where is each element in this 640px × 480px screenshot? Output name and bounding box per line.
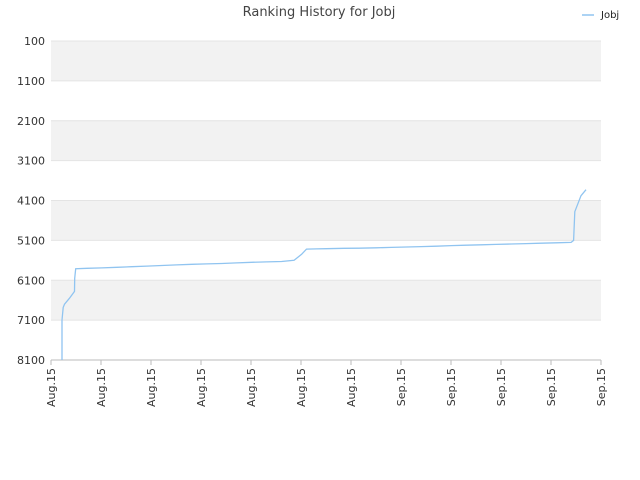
x-tick-label: Aug.15	[245, 368, 258, 407]
x-tick-label: Aug.15	[195, 368, 208, 407]
series-layer	[61, 189, 587, 360]
grid-band	[51, 280, 601, 321]
legend: Jobj	[582, 10, 619, 21]
grid-band	[51, 41, 601, 81]
grid-band	[51, 80, 601, 121]
x-tick-label: Aug.15	[45, 368, 58, 407]
y-tick-label: 6100	[17, 274, 45, 287]
grid-band	[51, 200, 601, 241]
legend-label: Jobj	[600, 10, 619, 21]
grid-bands	[51, 40, 601, 361]
x-tick-label: Sep.15	[595, 368, 608, 406]
y-tick-label: 4100	[17, 195, 45, 208]
grid-band	[51, 320, 601, 360]
chart-title: Ranking History for Jobj	[243, 5, 396, 20]
y-tick-label: 8100	[17, 354, 45, 367]
x-tick-label: Sep.15	[445, 368, 458, 406]
x-axis: Aug.15 Aug.15 Aug.15 Aug.15 Aug.15 Aug.15 Aug.…	[45, 359, 608, 407]
x-tick-label: Aug.15	[345, 368, 358, 407]
y-tick-label: 1100	[17, 75, 45, 88]
y-tick-label: 5100	[17, 234, 45, 247]
y-tick-label: 3100	[17, 155, 45, 168]
y-tick-label: 2100	[17, 115, 45, 128]
grid-band	[51, 160, 601, 201]
y-tick-label: 100	[24, 35, 45, 48]
grid-band	[51, 240, 601, 281]
y-axis: 100 1100 2100 3100 4100 5100 6100 7100 8100	[17, 35, 45, 367]
y-tick-label: 7100	[17, 314, 45, 327]
x-tick-label: Aug.15	[295, 368, 308, 407]
x-tick-label: Aug.15	[95, 368, 108, 407]
x-tick-label: Sep.15	[495, 368, 508, 406]
grid-band	[51, 120, 601, 161]
x-tick-label: Aug.15	[145, 368, 158, 407]
x-tick-label: Sep.15	[545, 368, 558, 406]
series-line-jobj	[61, 189, 587, 360]
x-tick-label: Sep.15	[395, 368, 408, 406]
